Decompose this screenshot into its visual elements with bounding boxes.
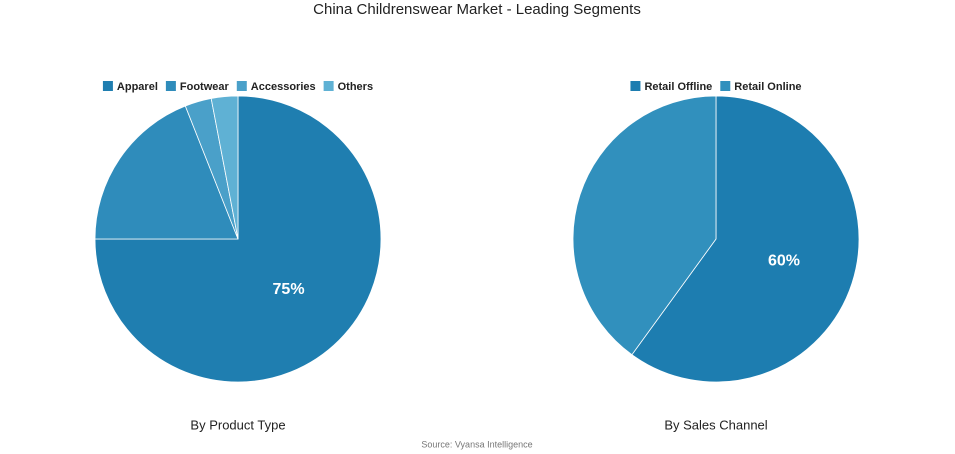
legend-swatch: [720, 81, 731, 91]
legend-label: Footwear: [180, 81, 230, 93]
legend: Apparel Footwear Accessories Others: [102, 81, 373, 93]
pie-slice: [94, 105, 239, 240]
pie-slice: [94, 95, 382, 383]
chart-title: By Sales Channel: [664, 417, 767, 432]
value-label: 75%: [273, 281, 305, 298]
legend-swatch: [236, 81, 247, 91]
page-title: China Childrenswear Market - Leading Seg…: [313, 1, 641, 18]
legend-label: Accessories: [251, 81, 316, 93]
legend-label: Retail Offline: [644, 81, 712, 93]
pie-slice: [210, 95, 239, 240]
legend: Retail Offline Retail Online: [630, 81, 802, 93]
legend-label: Retail Online: [734, 81, 801, 93]
value-label: 60%: [768, 252, 800, 269]
pie-slice: [572, 95, 717, 356]
pie-slice: [631, 95, 860, 383]
chart-title: By Product Type: [190, 417, 285, 432]
legend-swatch: [630, 81, 641, 91]
legend-swatch: [323, 81, 334, 91]
legend-swatch: [102, 81, 113, 91]
source-note: Source: Vyansa Intelligence: [421, 439, 532, 449]
legend-label: Apparel: [117, 81, 158, 93]
legend-swatch: [165, 81, 176, 91]
legend-label: Others: [338, 81, 373, 93]
